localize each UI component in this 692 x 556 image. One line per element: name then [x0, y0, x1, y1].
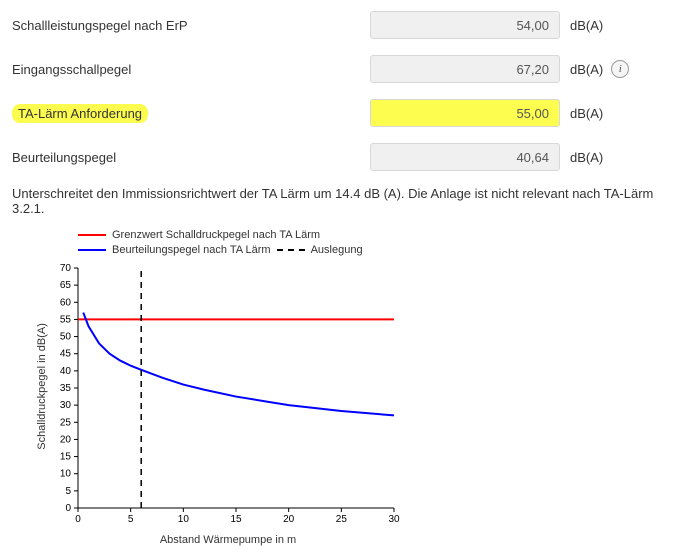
- form-row-beurt: Beurteilungspegel dB(A): [10, 142, 682, 172]
- input-ta[interactable]: [370, 99, 560, 127]
- y-axis-label: Schalldruckpegel in dB(A): [34, 228, 48, 546]
- svg-text:5: 5: [65, 486, 71, 497]
- svg-text:65: 65: [60, 280, 72, 291]
- svg-text:10: 10: [178, 514, 190, 525]
- svg-text:5: 5: [128, 514, 134, 525]
- x-axis-label: Abstand Wärmepumpe in m: [48, 534, 408, 546]
- legend-swatch: [78, 234, 106, 236]
- svg-text:70: 70: [60, 263, 72, 274]
- form-row-input: Eingangsschallpegel dB(A) i: [10, 54, 682, 84]
- svg-text:10: 10: [60, 468, 72, 479]
- svg-text:20: 20: [60, 434, 72, 445]
- form-row-erp: Schallleistungspegel nach ErP dB(A): [10, 10, 682, 40]
- svg-text:45: 45: [60, 348, 72, 359]
- unit-beurt: dB(A): [570, 150, 603, 165]
- svg-text:0: 0: [75, 514, 81, 525]
- svg-text:25: 25: [336, 514, 348, 525]
- chart-container: Schalldruckpegel in dB(A) Grenzwert Scha…: [34, 228, 682, 546]
- series-line: [83, 312, 394, 415]
- svg-text:20: 20: [283, 514, 295, 525]
- chart-svg: 0 5 10 15 20 25 30 35 40 45 50 55 60 65 70 0 5 10 15 20 25 30: [48, 262, 408, 532]
- label-beurt: Beurteilungspegel: [10, 150, 370, 165]
- input-input[interactable]: [370, 55, 560, 83]
- chart-legend: Grenzwert Schalldruckpegel nach TA LärmB…: [48, 228, 408, 258]
- unit-erp: dB(A): [570, 18, 603, 33]
- svg-text:40: 40: [60, 366, 72, 377]
- svg-text:0: 0: [65, 503, 71, 514]
- form-row-ta: TA-Lärm Anforderung dB(A): [10, 98, 682, 128]
- svg-text:50: 50: [60, 331, 72, 342]
- input-beurt[interactable]: [370, 143, 560, 171]
- svg-text:25: 25: [60, 417, 72, 428]
- note-text: Unterschreitet den Immissionsrichtwert d…: [12, 186, 682, 216]
- svg-text:60: 60: [60, 297, 72, 308]
- label-erp: Schallleistungspegel nach ErP: [10, 18, 370, 33]
- legend-swatch: [277, 249, 305, 251]
- unit-ta: dB(A): [570, 106, 603, 121]
- svg-text:30: 30: [388, 514, 400, 525]
- svg-text:55: 55: [60, 314, 72, 325]
- input-erp[interactable]: [370, 11, 560, 39]
- label-input: Eingangsschallpegel: [10, 62, 370, 77]
- legend-swatch: [78, 249, 106, 251]
- legend-label: Auslegung: [311, 243, 363, 258]
- svg-text:30: 30: [60, 400, 72, 411]
- unit-input: dB(A): [570, 62, 603, 77]
- legend-label: Beurteilungspegel nach TA Lärm: [112, 243, 271, 258]
- label-ta: TA-Lärm Anforderung: [10, 106, 370, 121]
- info-icon[interactable]: i: [611, 60, 629, 78]
- legend-label: Grenzwert Schalldruckpegel nach TA Lärm: [112, 228, 320, 243]
- svg-text:15: 15: [230, 514, 242, 525]
- svg-text:35: 35: [60, 383, 72, 394]
- svg-text:15: 15: [60, 451, 72, 462]
